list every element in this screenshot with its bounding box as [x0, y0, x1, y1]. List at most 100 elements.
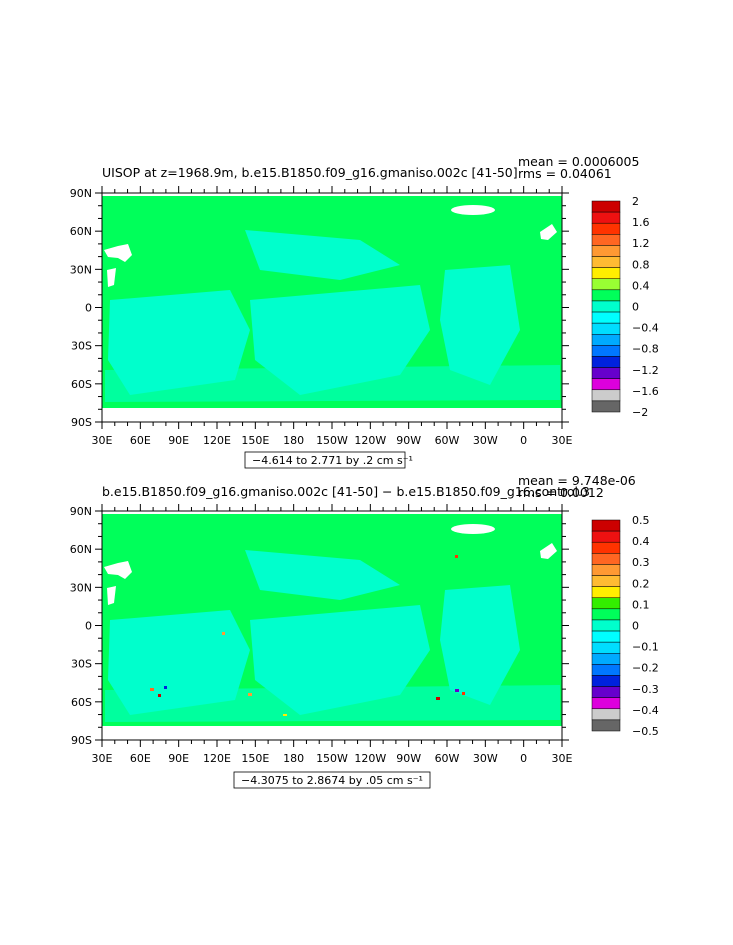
patch-pacific-north [245, 230, 400, 280]
patch-southern-ocean [105, 685, 560, 722]
colorbar-label: 0.1 [632, 598, 650, 611]
y-tick-label: 60S [71, 696, 92, 709]
colorbar-label: 2 [632, 195, 639, 208]
patch-pacific-north [245, 550, 400, 600]
speckle [455, 689, 459, 692]
y-tick-label: 30N [70, 581, 92, 594]
panel-title: UISOP at z=1968.9m, b.e15.B1850.f09_g16.… [102, 165, 518, 180]
colorbar-swatch [591, 653, 621, 665]
colorbar-swatch [591, 697, 621, 710]
speckle [462, 692, 465, 695]
colorbar-swatch [591, 541, 621, 554]
x-tick-label: 120E [203, 752, 231, 765]
colorbar-swatch [591, 222, 621, 235]
colorbar-swatch [591, 519, 621, 532]
colorbar-swatch [591, 400, 621, 413]
colorbar-label: −0.4 [632, 704, 659, 717]
y-tick-label: 60N [70, 225, 92, 238]
patch-indian-ocean [108, 610, 250, 715]
stat-rms: rms = 0.0012 [518, 485, 604, 500]
colorbar-swatch [591, 378, 621, 391]
antarctica-land [102, 726, 562, 740]
colorbar-label: 0.3 [632, 556, 650, 569]
x-tick-label: 30E [552, 434, 573, 447]
colorbar-swatch [591, 300, 621, 313]
land-patch-west [104, 561, 132, 579]
land-patch-west [104, 244, 132, 262]
x-tick-label: 30W [473, 752, 498, 765]
x-tick-label: 180 [283, 752, 304, 765]
y-tick-label: 90S [71, 416, 92, 429]
x-tick-label: 90E [168, 434, 189, 447]
colorbar-swatch [591, 708, 621, 721]
x-tick-label: 150W [316, 434, 348, 447]
greenland-land [451, 205, 495, 215]
y-axis-ticks: 90N 60N 30N 0 30S 60S 90S [70, 187, 569, 429]
colorbar-label: −1.6 [632, 385, 659, 398]
colorbar-swatch [591, 322, 621, 335]
x-tick-label: 30W [473, 434, 498, 447]
x-tick-label: 0 [520, 434, 527, 447]
colorbar-swatch [591, 356, 621, 368]
panel-title: b.e15.B1850.f09_g16.gmaniso.002c [41-50]… [102, 484, 590, 499]
x-tick-label: 60E [130, 434, 151, 447]
colorbar-swatch [591, 278, 621, 291]
colorbar-label: 0.4 [632, 279, 650, 292]
antarctica-land [102, 408, 562, 420]
colorbar-swatch [591, 311, 621, 324]
patch-southern-ocean [105, 365, 560, 402]
colorbar-swatch [591, 200, 621, 213]
colorbar-swatch [591, 719, 621, 732]
x-tick-label: 90W [396, 434, 421, 447]
colorbar-swatch [591, 234, 621, 246]
land-patch-west-small [107, 586, 116, 605]
colorbar-label: −0.8 [632, 343, 659, 356]
colorbar-label: −2 [632, 406, 648, 419]
colorbar-label: −0.4 [632, 322, 659, 335]
colorbar-swatch [591, 345, 621, 357]
patch-atlantic [440, 265, 520, 385]
x-tick-label: 150W [316, 752, 348, 765]
range-note: −4.3075 to 2.8674 by .05 cm s⁻¹ [241, 774, 423, 787]
speckle [150, 688, 154, 691]
colorbar: 2 1.6 1.2 0.8 0.4 0 −0.4 −0.8 −1.2 −1.6 −2 [591, 195, 659, 419]
panel-difference: b.e15.B1850.f09_g16.gmaniso.002c [41-50]… [70, 473, 659, 789]
stat-mean: mean = 0.0006005 [518, 154, 639, 169]
colorbar-label: −0.1 [632, 641, 659, 654]
land-patch-east [540, 543, 557, 559]
patch-indian-ocean [108, 290, 250, 395]
x-tick-label: 30E [92, 752, 113, 765]
land-patch-east [540, 224, 557, 240]
y-tick-label: 60N [70, 543, 92, 556]
y-tick-label: 90N [70, 505, 92, 518]
land-patch-west-small [107, 268, 116, 287]
x-tick-label: 0 [520, 752, 527, 765]
colorbar: 0.5 0.4 0.3 0.2 0.1 0 −0.1 −0.2 −0.3 −0.4 −0.5 [591, 514, 659, 738]
x-tick-label: 60E [130, 752, 151, 765]
map-field [102, 190, 562, 420]
speckle [283, 714, 287, 716]
colorbar-swatch [591, 334, 621, 346]
y-tick-label: 30S [71, 340, 92, 353]
colorbar-swatch [591, 586, 621, 598]
range-box [244, 451, 406, 469]
x-tick-label: 150E [241, 752, 269, 765]
colorbar-label: 1.2 [632, 237, 650, 250]
y-tick-label: 90N [70, 187, 92, 200]
stat-rms: rms = 0.04061 [518, 166, 612, 181]
x-tick-label: 180 [283, 434, 304, 447]
range-note: −4.614 to 2.771 by .2 cm s⁻¹ [252, 454, 413, 467]
colorbar-swatch [591, 245, 621, 257]
colorbar-swatch [591, 267, 621, 279]
x-axis-ticks: 30E 60E 90E 120E 150E 180 150W 120W 90W 60W 30W 0 30… [92, 504, 573, 765]
colorbar-label: 0.5 [632, 514, 650, 527]
colorbar-label: 0 [632, 620, 639, 633]
speckle [222, 632, 225, 635]
colorbar-swatch [591, 608, 621, 621]
speckle [164, 686, 167, 689]
x-tick-label: 150E [241, 434, 269, 447]
y-tick-label: 30N [70, 263, 92, 276]
y-tick-label: 60S [71, 378, 92, 391]
x-tick-label: 120E [203, 434, 231, 447]
